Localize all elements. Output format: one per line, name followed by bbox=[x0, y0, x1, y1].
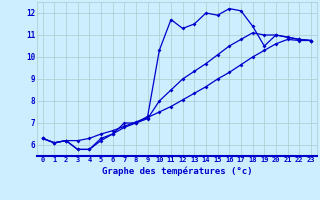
X-axis label: Graphe des températures (°c): Graphe des températures (°c) bbox=[101, 166, 252, 176]
